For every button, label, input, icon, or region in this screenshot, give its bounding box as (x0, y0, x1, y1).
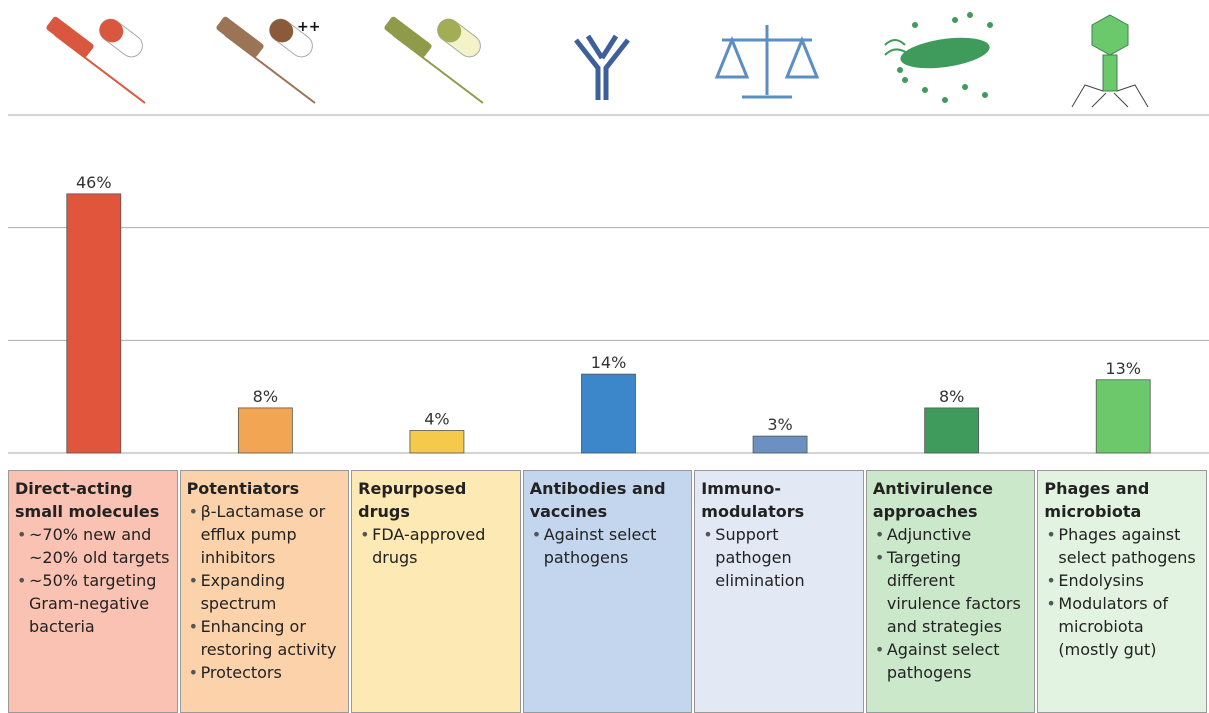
description-list: AdjunctiveTargeting different virulence … (873, 523, 1029, 684)
icons (46, 12, 1149, 108)
category-box: Antivirulence approachesAdjunctiveTarget… (865, 470, 1036, 713)
value-label: 46% (76, 173, 112, 192)
description-list: β-Lactamase or efflux pump inhibitorsExp… (187, 500, 343, 684)
description-list: ~70% new and ~20% old targets~50% target… (15, 523, 171, 638)
value-label: 4% (424, 409, 449, 428)
description-item: ~50% targeting Gram-negative bacteria (15, 569, 171, 638)
category-box: Antibodies and vaccinesAgainst select pa… (522, 470, 693, 713)
value-label: 14% (591, 353, 627, 372)
category-box: Repurposed drugsFDA-approved drugs (351, 470, 521, 713)
bar (237, 407, 293, 454)
description-item: Expanding spectrum (187, 569, 343, 615)
icon-scale (714, 25, 820, 99)
description-item: ~70% new and ~20% old targets (15, 523, 171, 569)
category-box: Phages and microbiotaPhages against sele… (1037, 470, 1207, 713)
icon-small-molecule (46, 16, 146, 104)
bar (1095, 379, 1151, 454)
bar (409, 430, 465, 454)
description-list: Support pathogen elimination (701, 523, 857, 592)
category-box: Direct-acting small molecules~70% new an… (8, 470, 178, 713)
icon-phage (1071, 14, 1149, 108)
description-item: Adjunctive (873, 523, 1029, 546)
description-item: Modulators of microbiota (mostly gut) (1044, 592, 1200, 661)
category-box: Potentiators β-Lactamase or efflux pump i… (179, 470, 350, 713)
annotation: ++ (297, 19, 320, 35)
description-list: FDA-approved drugs (358, 523, 514, 569)
value-label: 8% (253, 387, 278, 406)
description-list: Phages against select pathogensEndolysin… (1044, 523, 1200, 661)
icon-potentiator (216, 16, 316, 104)
bar (752, 435, 808, 454)
bar (924, 407, 980, 454)
category-box: Immuno-modulatorsSupport pathogen elimin… (694, 470, 864, 713)
description-item: Support pathogen elimination (701, 523, 857, 592)
category-label: Phages and microbiota (1044, 479, 1150, 521)
description-item: Enhancing or restoring activity (187, 615, 343, 661)
description-item: Phages against select pathogens (1044, 523, 1200, 569)
description-item: Against select pathogens (873, 638, 1029, 684)
description-list: Against select pathogens (530, 523, 686, 569)
description-item: Against select pathogens (530, 523, 686, 569)
description-item: Targeting different virulence factors an… (873, 546, 1029, 638)
value-label: 13% (1105, 359, 1141, 378)
description-item: β-Lactamase or efflux pump inhibitors (187, 500, 343, 569)
category-label: Potentiators (186, 479, 300, 498)
category-label: Antibodies and vaccines (529, 479, 666, 521)
category-label: Repurposed drugs (358, 479, 467, 521)
description-item: FDA-approved drugs (358, 523, 514, 569)
bar (66, 193, 122, 454)
description-item: Endolysins (1044, 569, 1200, 592)
value-label: 3% (767, 415, 792, 434)
category-label: Direct-acting small molecules (15, 479, 160, 521)
icon-bacterium (884, 12, 993, 103)
bar (581, 373, 636, 454)
value-label: 8% (939, 387, 964, 406)
category-label: Antivirulence approaches (872, 479, 994, 521)
category-label: Immuno-modulators (701, 479, 805, 521)
icon-antibody (574, 34, 630, 100)
icon-repurposed (384, 16, 484, 104)
description-item: Protectors (187, 661, 343, 684)
